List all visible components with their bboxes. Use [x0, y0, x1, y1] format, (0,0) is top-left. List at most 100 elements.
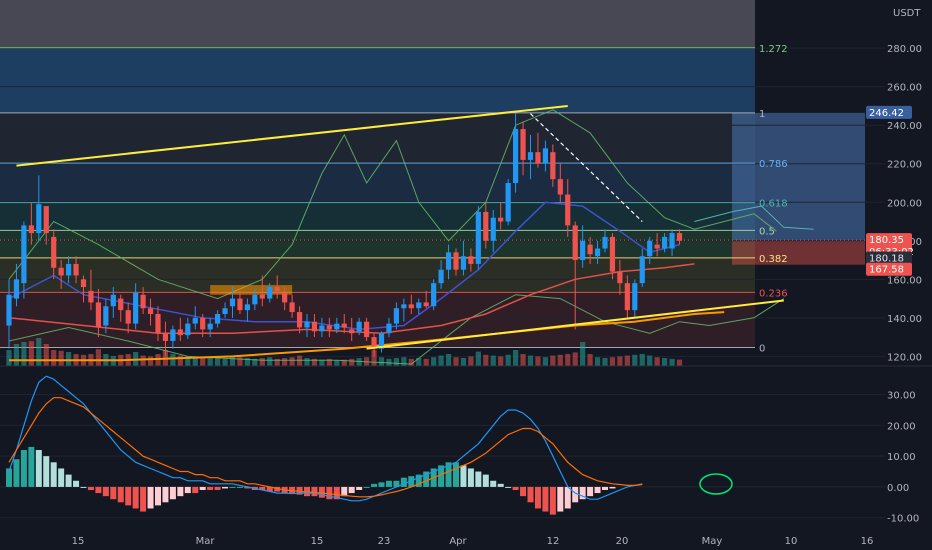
volume-bar [654, 357, 660, 366]
histogram-bar [490, 480, 497, 487]
trendlines[interactable] [16, 104, 784, 350]
histogram-bar [363, 486, 370, 488]
volume-bar [259, 358, 265, 366]
bollinger-bands [8, 109, 814, 365]
fib-zone [0, 47, 755, 113]
histogram-bar [274, 486, 281, 492]
macd-tick-label: 20.00 [887, 421, 916, 432]
histogram-bar [371, 483, 378, 487]
volume-bar [535, 356, 541, 366]
candle-body [215, 313, 221, 324]
candle-body [498, 217, 504, 222]
histogram-bar [527, 486, 534, 503]
volume-bar [386, 358, 392, 366]
histogram-bar [602, 486, 608, 490]
bollinger-upper [8, 109, 777, 300]
candle-body [200, 317, 206, 330]
candle-body [244, 304, 250, 311]
volume-bar [185, 356, 191, 366]
candle-body [110, 294, 116, 307]
candle-body [505, 183, 511, 222]
volume-bar [460, 358, 467, 366]
candle-body [535, 152, 541, 164]
histogram-bar [140, 486, 147, 512]
fib-retracement[interactable]: 1.272 1 0.786 0.618 0.5 0.382 0.236 0 [0, 44, 885, 355]
histogram-bar [20, 450, 27, 487]
projection-line [694, 205, 814, 230]
candle-body [520, 129, 526, 160]
volume-bar [43, 344, 49, 366]
candle-body [66, 263, 72, 276]
histogram-bar [192, 486, 199, 494]
histogram-bar [244, 486, 251, 489]
candlesticks[interactable] [6, 113, 683, 357]
volume-bar [282, 358, 288, 366]
price-tag-box [866, 105, 912, 119]
fib-label: 0.786 [759, 159, 788, 170]
candle-body [51, 236, 57, 268]
candle-body [118, 298, 124, 311]
candle-body [80, 279, 87, 288]
volume-bar [296, 355, 303, 366]
histogram-bar [155, 486, 161, 506]
candle-body [580, 240, 586, 261]
histogram-bar [460, 465, 467, 487]
candle-body [162, 333, 169, 341]
candle-body [527, 152, 534, 160]
fib-label: 0.5 [759, 226, 775, 237]
volume-bar [557, 354, 563, 366]
candle-body [647, 240, 653, 257]
candle-body [237, 298, 243, 311]
histogram-bar [534, 486, 541, 509]
volume-bar [311, 358, 318, 366]
candle-body [125, 310, 131, 324]
time-axis[interactable]: 15 Mar 15 23 Apr 12 20 May 10 16 [72, 536, 874, 547]
trendline [16, 104, 568, 167]
volume-bar [542, 357, 548, 366]
volume-bar [170, 354, 176, 366]
volume-bar [147, 356, 154, 366]
candle-body [21, 225, 27, 284]
candle-body [267, 287, 273, 299]
macd-tick-label: 0.00 [887, 483, 909, 494]
volume-bar [237, 357, 243, 366]
histogram-bar [572, 486, 579, 503]
candle-body [632, 283, 638, 311]
volume-bar [617, 356, 623, 366]
time-tick-label: 23 [378, 536, 391, 547]
candle-body [557, 179, 563, 195]
price-tag-value: 180.35 [869, 235, 904, 246]
histogram-bar [184, 486, 191, 494]
fib-zone-top [0, 0, 755, 48]
volume-bar [669, 358, 675, 366]
histogram-bar [229, 486, 236, 488]
histogram-bar [587, 486, 594, 497]
volume-bar [267, 357, 273, 366]
candle-body [259, 294, 265, 299]
candle-body [43, 206, 49, 234]
histogram-bar [512, 486, 519, 490]
volume-bar [587, 354, 593, 366]
price-tick-label: 140.00 [887, 314, 922, 325]
histogram-bar [132, 486, 139, 509]
volume-bar [28, 341, 34, 366]
volume-bar [66, 352, 72, 366]
histogram-bar [542, 486, 549, 512]
macd-cross-highlight [699, 473, 733, 495]
candle-body [475, 211, 481, 264]
histogram-bar [505, 486, 512, 488]
volume-bar [602, 358, 608, 366]
price-tag-box [866, 251, 912, 265]
volume-bar [624, 355, 630, 366]
histogram-bar [438, 465, 445, 487]
histogram-bar [222, 486, 229, 489]
candle-body [364, 321, 370, 338]
candle-body [587, 244, 593, 255]
volume-bar [334, 360, 340, 366]
macd-line [8, 375, 643, 502]
histogram-bar [579, 486, 586, 500]
candle-body [356, 321, 362, 332]
bollinger-lower [8, 294, 785, 365]
